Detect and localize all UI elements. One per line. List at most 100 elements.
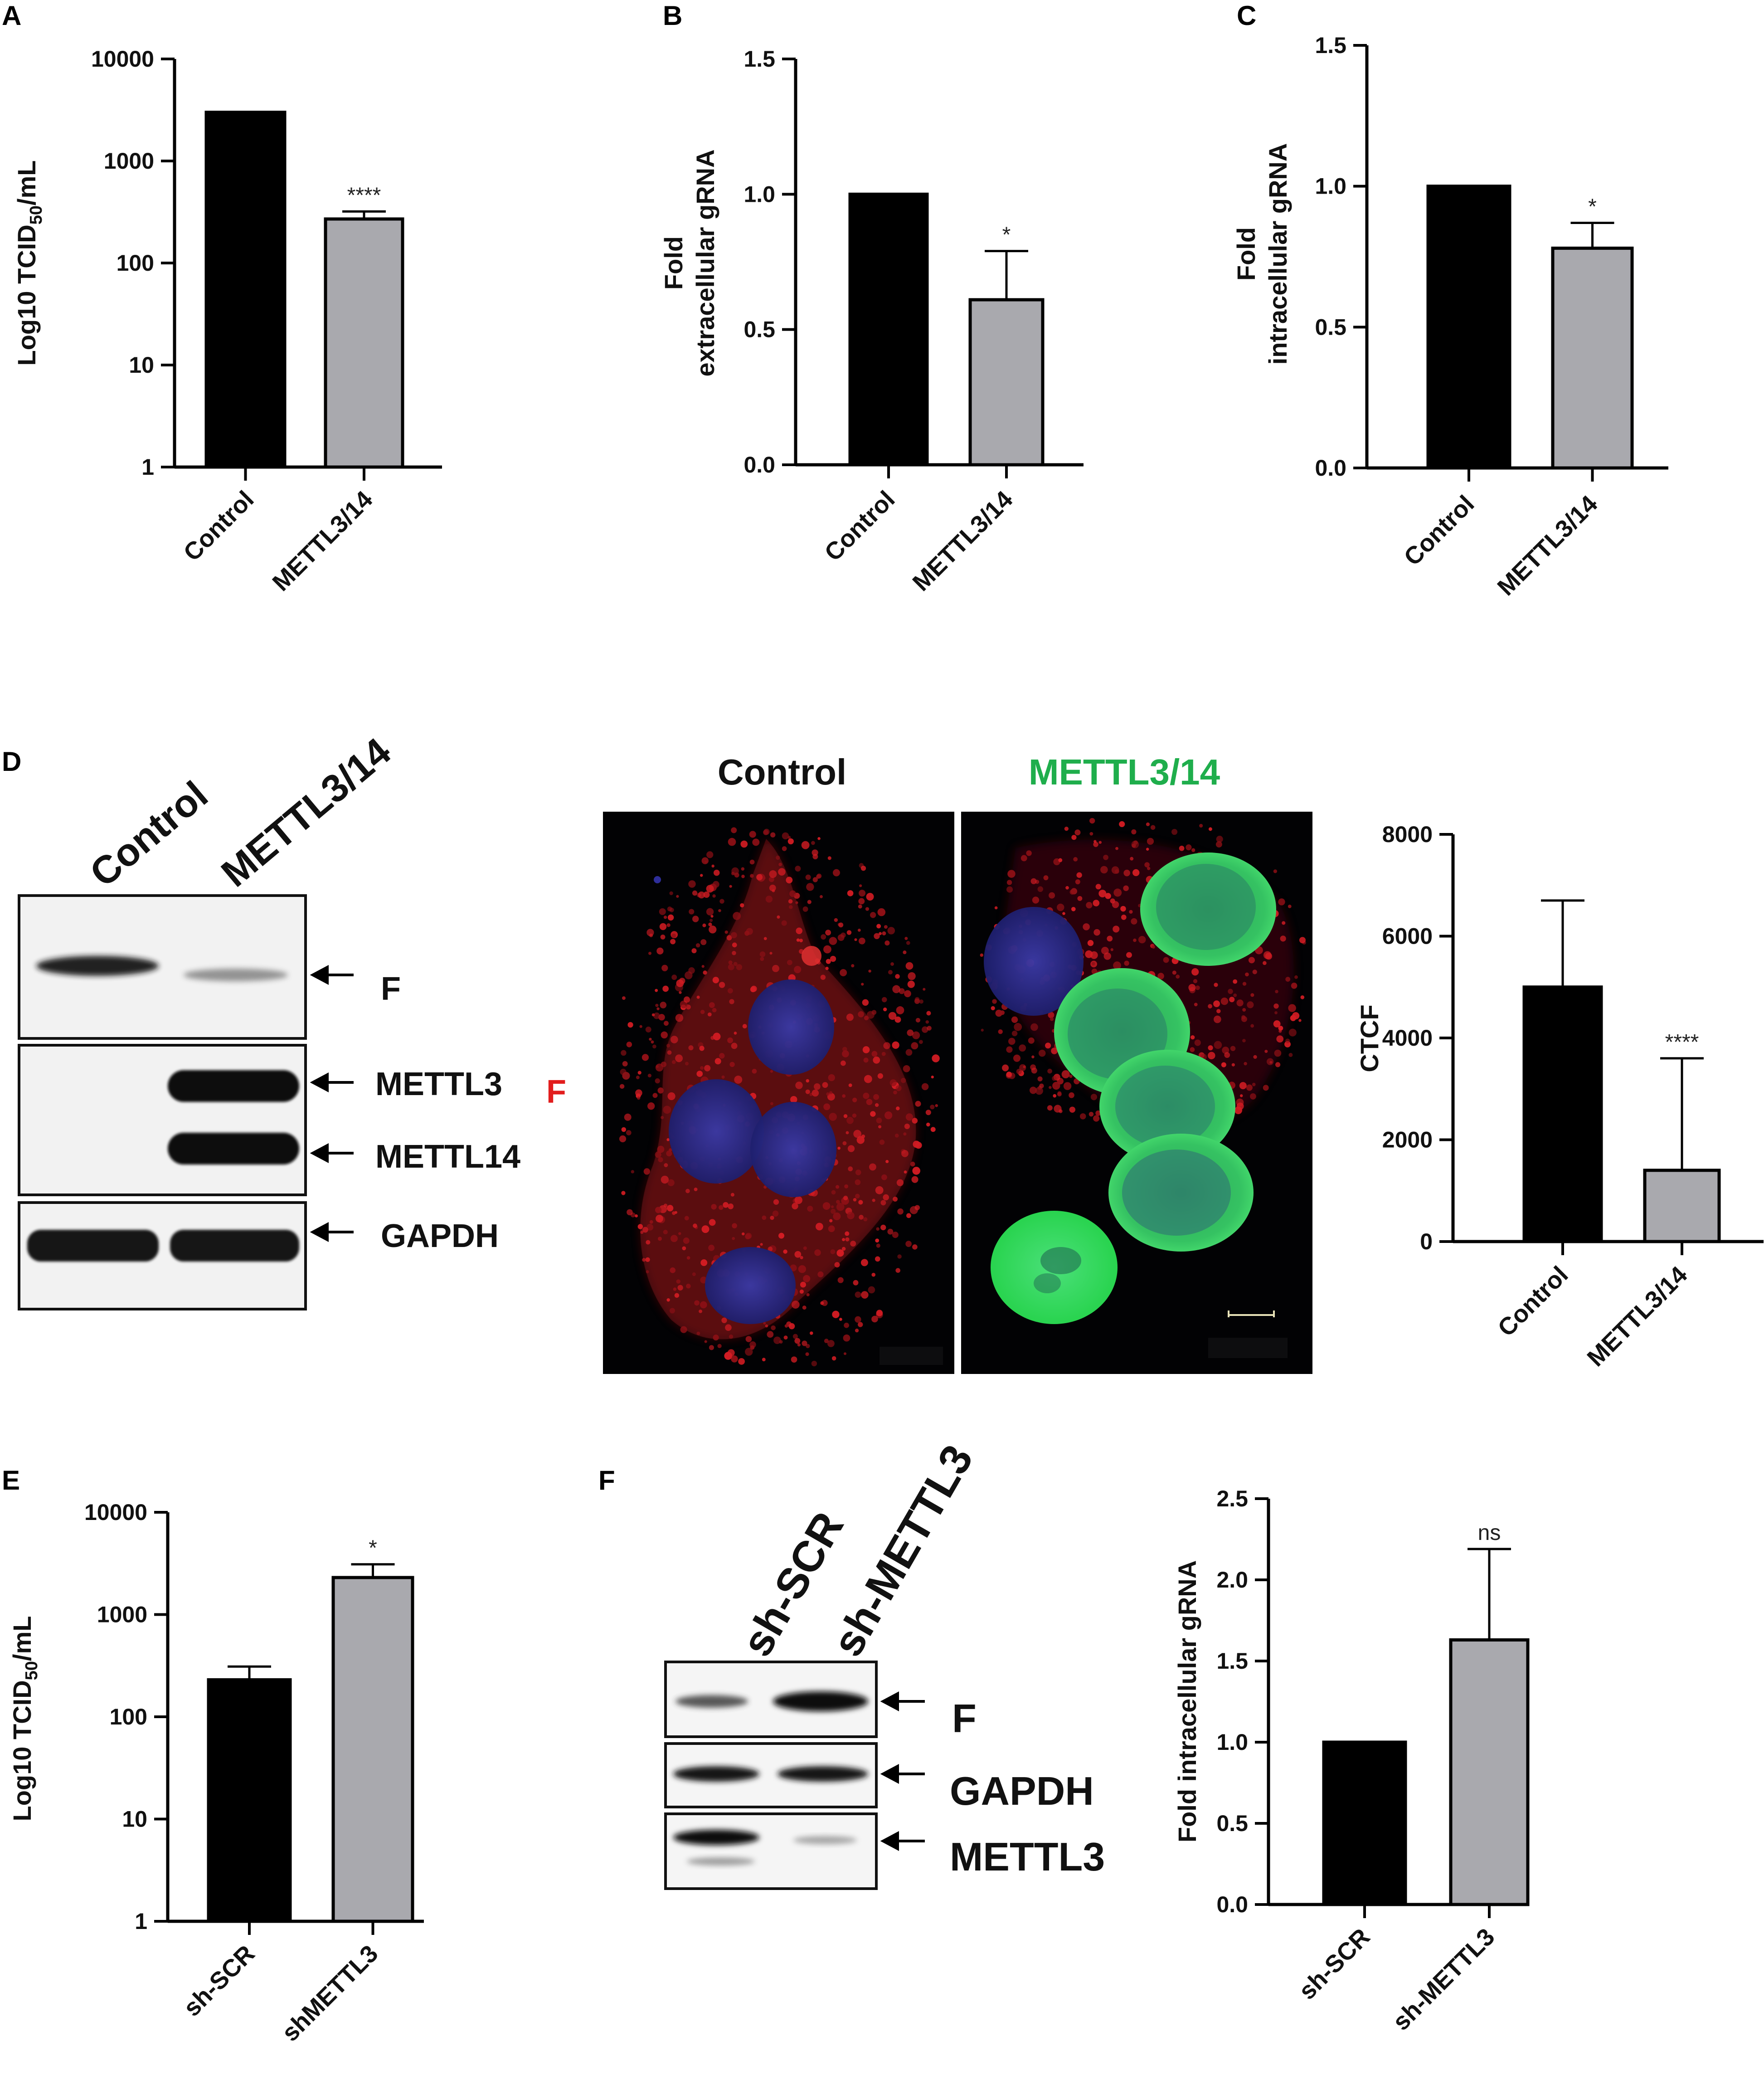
red-punctum	[657, 1087, 664, 1094]
red-punctum	[663, 1203, 668, 1208]
red-punctum	[719, 1205, 724, 1210]
red-punctum	[1250, 993, 1254, 997]
red-punctum	[783, 1249, 787, 1254]
red-punctum	[863, 1057, 869, 1063]
red-punctum	[799, 1289, 804, 1294]
red-punctum	[817, 837, 821, 840]
panel-label-f: F	[598, 1465, 615, 1495]
red-punctum	[923, 988, 926, 991]
red-punctum	[706, 851, 714, 858]
red-punctum	[732, 1223, 737, 1228]
red-punctum	[894, 1016, 901, 1023]
red-punctum	[718, 909, 721, 912]
significance-label: ****	[1665, 1030, 1699, 1054]
red-punctum	[666, 1205, 674, 1212]
red-punctum	[876, 1243, 880, 1248]
red-punctum	[1031, 1055, 1035, 1058]
red-punctum	[657, 1237, 662, 1241]
bar	[207, 1678, 292, 1923]
red-punctum	[872, 1198, 875, 1202]
y-tick-label: 0.0	[1315, 455, 1346, 481]
bar	[1551, 246, 1634, 470]
red-punctum	[1163, 957, 1169, 963]
red-punctum	[736, 964, 743, 970]
red-punctum	[1130, 857, 1134, 861]
red-punctum	[857, 928, 861, 932]
red-punctum	[622, 1061, 628, 1067]
red-punctum	[693, 1223, 697, 1228]
red-punctum	[664, 1163, 668, 1167]
red-punctum	[833, 1212, 841, 1220]
red-punctum	[685, 1062, 689, 1066]
red-punctum	[707, 1012, 712, 1017]
blot-f-band-gapdh-mettl3	[778, 1766, 868, 1782]
red-punctum	[903, 1132, 907, 1136]
x-tick-label: sh-METTL3	[1387, 1923, 1500, 2036]
red-punctum	[642, 1227, 648, 1233]
red-punctum	[631, 1170, 635, 1174]
red-punctum	[906, 1213, 911, 1218]
red-punctum	[700, 1301, 707, 1309]
red-punctum	[880, 1200, 886, 1206]
red-punctum	[787, 838, 794, 845]
red-punctum	[1038, 1049, 1046, 1057]
red-punctum	[1157, 973, 1164, 979]
red-punctum	[1288, 1028, 1297, 1037]
red-punctum	[816, 874, 821, 879]
red-punctum	[798, 1265, 807, 1273]
red-punctum	[846, 1013, 854, 1021]
red-punctum	[699, 1309, 702, 1313]
red-punctum	[921, 1083, 929, 1091]
red-punctum	[770, 1215, 774, 1220]
red-punctum	[1263, 1085, 1269, 1091]
red-punctum	[1069, 1106, 1076, 1113]
red-punctum	[1087, 940, 1094, 946]
red-punctum	[685, 1189, 690, 1193]
red-punctum	[1274, 1011, 1278, 1014]
red-punctum	[897, 1208, 904, 1215]
red-punctum	[779, 1340, 783, 1344]
red-punctum	[1030, 878, 1037, 884]
chart-f-intracellular-grna: 0.0 0.5 1.0 1.5 2.0 2.5 sh-SCR sh-METTL3 ns Fold …	[1173, 1486, 1530, 2036]
red-punctum	[696, 1331, 700, 1335]
red-punctum	[1037, 1076, 1043, 1081]
red-punctum	[784, 1324, 788, 1328]
red-punctum	[912, 1118, 918, 1124]
red-punctum	[692, 1272, 696, 1276]
red-punctum	[836, 1200, 840, 1204]
red-punctum	[875, 1256, 880, 1262]
red-punctum	[908, 972, 916, 980]
red-punctum	[892, 1041, 899, 1049]
red-punctum	[661, 1175, 669, 1184]
red-punctum	[657, 1145, 665, 1153]
red-punctum	[868, 1286, 875, 1294]
red-punctum	[712, 894, 716, 898]
red-punctum	[667, 1050, 672, 1055]
red-punctum	[1077, 896, 1083, 901]
red-punctum	[728, 838, 736, 846]
red-punctum	[912, 1244, 918, 1250]
y-tick-label: 1.5	[744, 46, 775, 72]
red-punctum	[825, 966, 829, 970]
red-punctum	[1095, 884, 1101, 890]
y-tick-label: 1	[135, 1909, 147, 1934]
red-punctum	[704, 1065, 711, 1072]
blot-d-label-mettl3: METTL3	[375, 1066, 502, 1102]
red-punctum	[853, 1198, 857, 1202]
red-punctum	[841, 1060, 846, 1066]
red-punctum	[826, 1092, 830, 1096]
red-punctum	[688, 1045, 694, 1051]
red-punctum	[865, 907, 870, 911]
red-punctum	[700, 1009, 705, 1014]
red-punctum	[851, 964, 855, 968]
y-tick-label: 10000	[91, 46, 154, 72]
red-punctum	[768, 877, 774, 882]
red-punctum	[831, 1208, 836, 1214]
red-punctum	[660, 934, 666, 940]
red-punctum	[858, 904, 862, 909]
red-punctum	[843, 1334, 850, 1342]
red-punctum	[679, 991, 682, 994]
red-punctum	[1123, 885, 1129, 891]
bar	[968, 298, 1045, 467]
red-punctum	[1014, 1023, 1022, 1031]
